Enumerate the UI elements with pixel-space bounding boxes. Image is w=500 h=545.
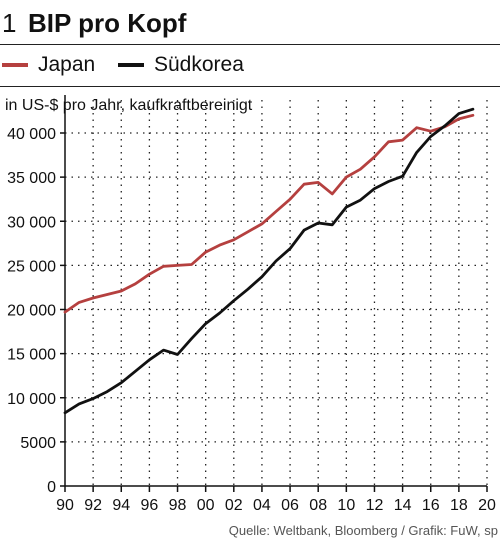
header-rule	[0, 44, 500, 45]
legend-swatch-japan	[2, 63, 28, 67]
axes	[60, 95, 488, 492]
x-tick-label: 10	[337, 497, 355, 514]
y-tick-label: 40 000	[7, 126, 56, 143]
legend-item-suedkorea: Südkorea	[118, 50, 244, 80]
x-tick-label: 00	[197, 497, 215, 514]
x-tick-label: 02	[225, 497, 243, 514]
x-tick-label: 98	[169, 497, 187, 514]
x-tick-label: 04	[253, 497, 271, 514]
x-tick-label: 08	[309, 497, 327, 514]
y-tick-label: 0	[47, 479, 56, 496]
legend-rule	[0, 86, 500, 87]
y-tick-label: 10 000	[7, 391, 56, 408]
x-tick-label: 90	[56, 497, 74, 514]
series-lines	[63, 107, 475, 415]
y-tick-label: 20 000	[7, 303, 56, 320]
chart-title: BIP pro Kopf	[28, 8, 187, 38]
x-tick-label: 96	[141, 497, 159, 514]
x-tick-label: 12	[366, 497, 384, 514]
x-tick-label: 20	[478, 497, 496, 514]
y-tick-label: 35 000	[7, 170, 56, 187]
legend-item-japan: Japan	[2, 50, 95, 80]
x-tick-label: 94	[112, 497, 130, 514]
y-tick-label: 5000	[20, 435, 56, 452]
series-line-japan	[63, 113, 475, 314]
series-line-suedkorea	[63, 107, 475, 415]
legend-label-suedkorea: Südkorea	[154, 53, 244, 76]
grid	[65, 100, 488, 486]
x-tick-label: 06	[281, 497, 299, 514]
unit-label: in US-$ pro Jahr, kaufkraftbereinigt	[5, 97, 253, 114]
legend: Japan Südkorea	[0, 50, 500, 80]
source-note: Quelle: Weltbank, Bloomberg / Grafik: Fu…	[228, 523, 498, 538]
x-tick-label: 14	[394, 497, 412, 514]
legend-label-japan: Japan	[38, 53, 96, 76]
y-tick-label: 15 000	[7, 347, 56, 364]
y-tick-label: 30 000	[7, 214, 56, 231]
line-chart: in US-$ pro Jahr, kaufkraftbereinigt 0 50…	[5, 95, 496, 514]
x-tick-label: 18	[450, 497, 468, 514]
legend-swatch-suedkorea	[118, 63, 144, 67]
tick-labels: 0 5000 10 000 15 000 20 000 25 000 30 000 35 00…	[7, 126, 496, 514]
x-tick-label: 16	[422, 497, 440, 514]
figure-number: 1	[2, 8, 17, 38]
x-tick-label: 92	[84, 497, 102, 514]
y-tick-label: 25 000	[7, 258, 56, 275]
